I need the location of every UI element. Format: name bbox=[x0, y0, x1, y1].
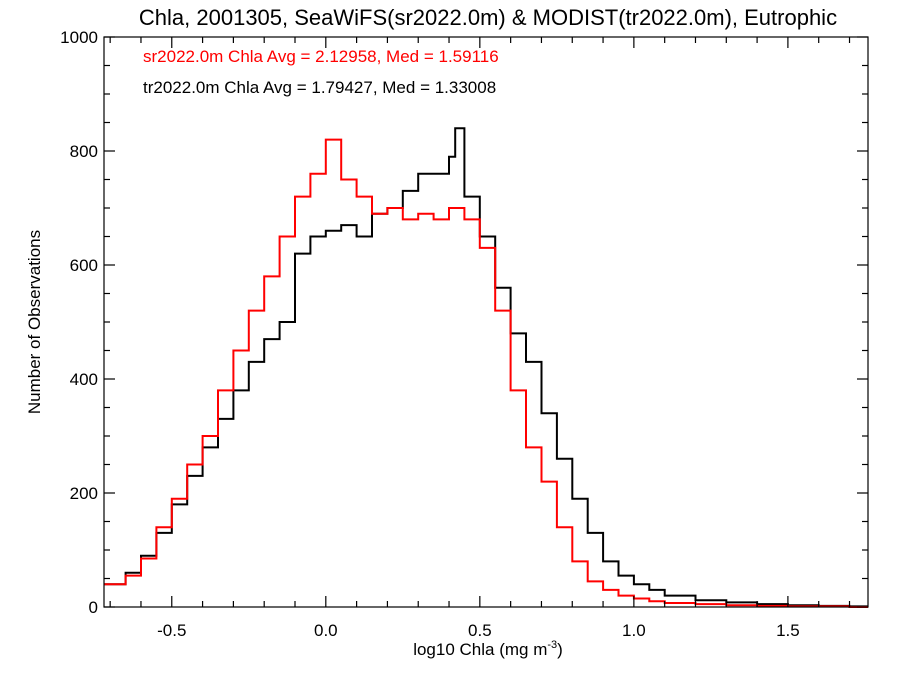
x-axis-label: log10 Chla (mg m-3) bbox=[413, 639, 563, 659]
series-group bbox=[104, 127, 868, 608]
annotation-group: sr2022.0m Chla Avg = 2.12958, Med = 1.59… bbox=[143, 47, 499, 97]
x-axis-label-sup: -3 bbox=[547, 639, 557, 651]
x-axis-label-close: ) bbox=[557, 640, 563, 659]
y-tick-label: 600 bbox=[70, 256, 98, 275]
y-tick-label: 200 bbox=[70, 484, 98, 503]
y-tick-label: 800 bbox=[70, 142, 98, 161]
x-tick-label: 1.0 bbox=[622, 621, 646, 640]
y-tick-label: 0 bbox=[89, 598, 98, 617]
y-tick-label: 400 bbox=[70, 370, 98, 389]
y-axis-label: Number of Observations bbox=[25, 230, 44, 414]
annotation-red: tr2022.0m Chla Avg = 1.79427, Med = 1.33… bbox=[143, 78, 496, 97]
ticks-group: -0.5 0.0 0.5 1.0 1.5 0 200 400 600 800 1000 bbox=[60, 28, 868, 640]
x-tick-label: -0.5 bbox=[157, 621, 186, 640]
series-line-0 bbox=[104, 127, 868, 608]
annotation-black: sr2022.0m Chla Avg = 2.12958, Med = 1.59… bbox=[143, 47, 499, 66]
x-tick-label: 0.0 bbox=[314, 621, 338, 640]
x-tick-label: 1.5 bbox=[776, 621, 800, 640]
x-axis-label-main: log10 Chla (mg m bbox=[413, 640, 547, 659]
chart-title: Chla, 2001305, SeaWiFS(sr2022.0m) & MODI… bbox=[139, 5, 837, 30]
series-line-1 bbox=[104, 138, 868, 608]
x-tick-label: 0.5 bbox=[468, 621, 492, 640]
plot-frame bbox=[103, 36, 869, 608]
y-tick-label: 1000 bbox=[60, 28, 98, 47]
